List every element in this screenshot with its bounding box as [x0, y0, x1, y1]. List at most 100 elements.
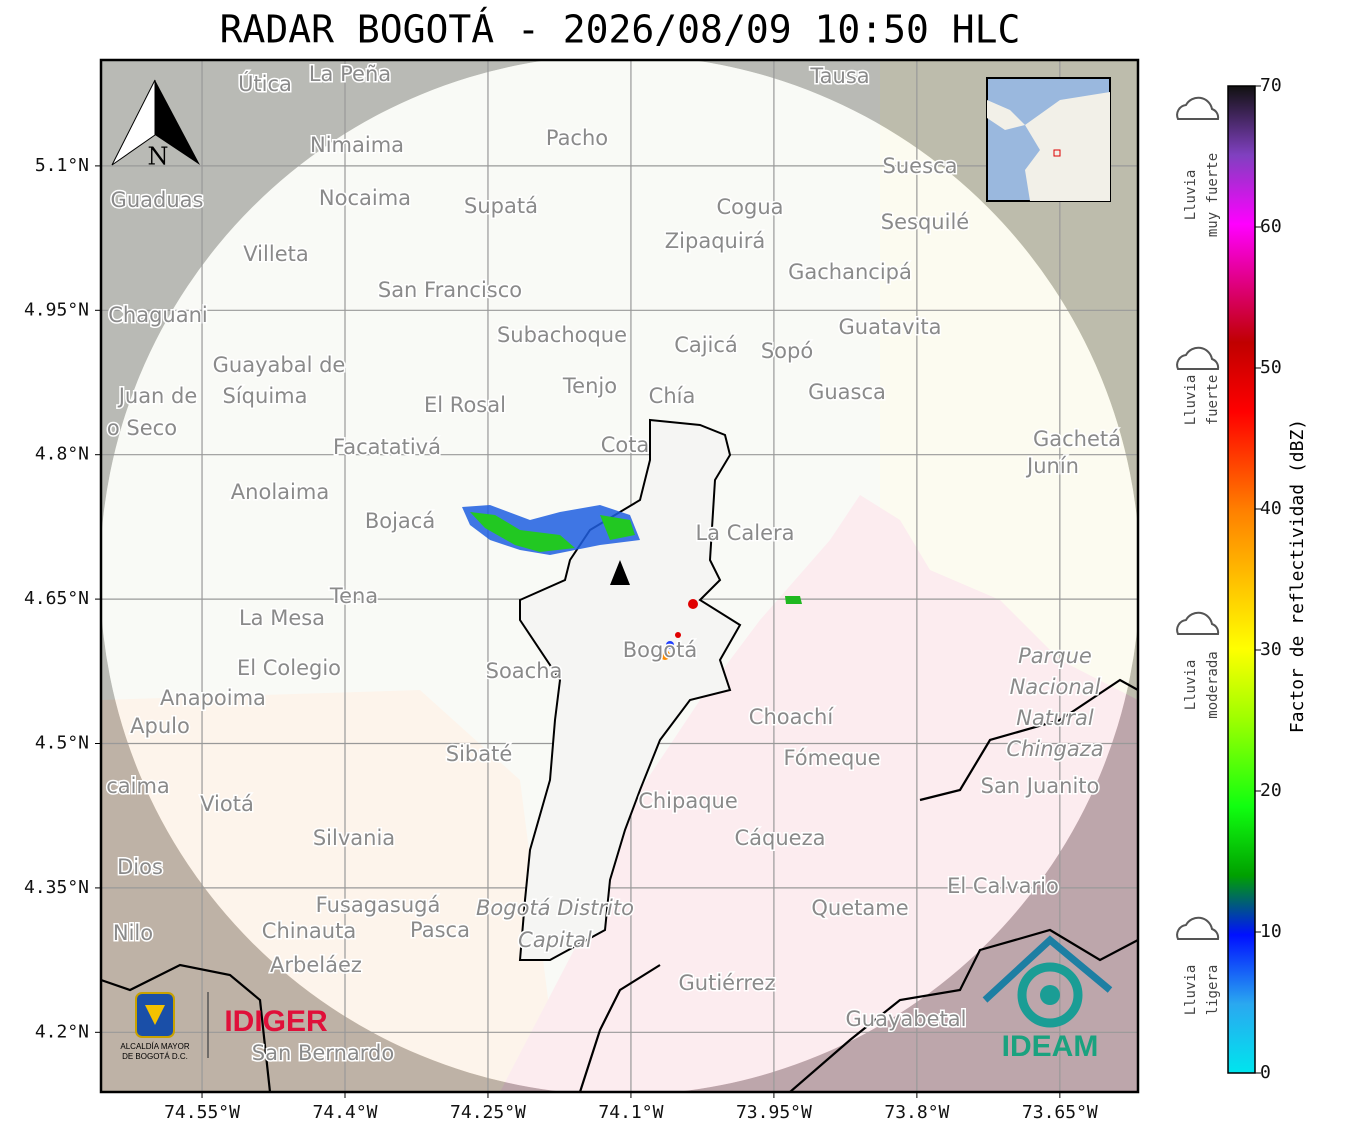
rain-category-label: Lluvia — [1183, 375, 1199, 426]
place-label: Apulo — [130, 714, 190, 738]
place-label: Chía — [649, 384, 696, 408]
radar-site — [610, 560, 630, 585]
x-tick-label: 74.55°W — [164, 1102, 240, 1123]
y-tick-label: 4.5°N — [35, 733, 89, 754]
park-label: Natural — [1016, 706, 1094, 730]
map-frame — [99, 58, 1140, 1094]
rain-category-label: muy fuerte — [1205, 153, 1221, 237]
radar-echoes — [462, 505, 802, 660]
y-tick-label: 5.1°N — [35, 155, 89, 176]
rain-category: Lluvia muy fuerte — [1176, 96, 1221, 237]
place-label: Cogua — [716, 195, 783, 219]
cloud-icon — [1176, 916, 1220, 940]
y-tick-label: 4.8°N — [35, 444, 89, 465]
place-label: Silvania — [313, 826, 395, 850]
x-tick-label: 73.65°W — [1022, 1102, 1098, 1123]
place-label: Fusagasugá — [316, 893, 441, 917]
place-label: Nilo — [113, 921, 153, 945]
north-label: N — [148, 143, 169, 171]
x-tick-label: 74.1°W — [598, 1102, 663, 1123]
place-label: Chinauta — [262, 919, 356, 943]
place-label: Gachetá — [1033, 427, 1121, 451]
colorbar-tick-label: 70 — [1260, 75, 1282, 96]
place-label: El Calvario — [947, 874, 1059, 898]
place-label: Subachoque — [497, 323, 627, 347]
rain-category-label: fuerte — [1205, 375, 1221, 426]
place-label: Cota — [601, 433, 650, 457]
rain-category-label: ligera — [1205, 965, 1221, 1016]
x-tick-label: 74.4°W — [312, 1102, 377, 1123]
place-label: Choachí — [749, 705, 835, 729]
bogota-district — [518, 418, 742, 961]
park-label: Parque — [1018, 644, 1092, 668]
place-label: San Bernardo — [252, 1041, 394, 1065]
rain-category: Lluvia moderada — [1176, 611, 1221, 719]
rain-category-label: Lluvia — [1183, 965, 1199, 1016]
place-label: Facatativá — [333, 435, 441, 459]
cloud-icon — [1176, 346, 1220, 370]
place-label: Anapoima — [160, 686, 266, 710]
place-label: caima — [106, 774, 170, 798]
place-label: La Peña — [309, 62, 391, 86]
colorbar-tick-label: 20 — [1260, 780, 1282, 801]
place-label: Cáqueza — [735, 826, 826, 850]
boundary — [101, 678, 1138, 1092]
place-label: o Seco — [107, 416, 177, 440]
place-label: El Colegio — [237, 656, 341, 680]
place-label: Tausa — [809, 64, 869, 88]
alcaldia-logo-line: ALCALDÍA MAYOR — [120, 1042, 189, 1051]
place-label: Tenjo — [562, 374, 617, 398]
place-label: Síquima — [223, 384, 308, 408]
place-label: Arbeláez — [270, 953, 362, 977]
x-tick-label: 73.95°W — [736, 1102, 812, 1123]
place-label: Supatá — [464, 194, 538, 218]
place-label: Sibaté — [446, 742, 513, 766]
alcaldia-logo-line: DE BOGOTÁ D.C. — [122, 1052, 188, 1061]
place-label: Sopó — [761, 339, 813, 363]
logos: ALCALDÍA MAYOR DE BOGOTÁ D.C. IDIGER IDE… — [120, 935, 1113, 1063]
place-label: Chipaque — [638, 789, 738, 813]
map: Útica La Peña Tausa Pacho Nimaima Guaduas Noca… — [101, 60, 1138, 1092]
place-label: Útica — [238, 71, 292, 96]
colorbar — [1227, 85, 1256, 1074]
place-label: Chaguani — [108, 303, 208, 327]
y-tick-label: 4.65°N — [24, 588, 89, 609]
place-label: Sesquilé — [881, 210, 969, 234]
place-label: Nocaima — [319, 186, 411, 210]
place-label: Anolaima — [231, 480, 329, 504]
rain-category: Lluvia ligera — [1176, 916, 1221, 1016]
place-label: Guasca — [808, 380, 886, 404]
place-label: Gutiérrez — [679, 971, 776, 995]
colorbar-tick-label: 30 — [1260, 639, 1282, 660]
y-tick-label: 4.35°N — [24, 877, 89, 898]
place-label: Juan de — [117, 384, 198, 408]
rain-category-label: Lluvia — [1183, 660, 1199, 711]
cloud-icon — [1176, 96, 1220, 120]
place-label: Guayabetal — [846, 1007, 967, 1031]
y-tick-label: 4.95°N — [24, 299, 89, 320]
place-label: Bogotá — [623, 638, 698, 662]
place-label: La Mesa — [239, 606, 325, 630]
rain-category-label: moderada — [1205, 651, 1221, 718]
rain-category: Lluvia fuerte — [1176, 346, 1221, 426]
colorbar-tick-label: 10 — [1260, 921, 1282, 942]
title: RADAR BOGOTÁ - 2026/08/09 10:50 HLC — [220, 8, 1021, 52]
place-label: San Francisco — [378, 278, 522, 302]
north-arrow: N — [111, 79, 200, 171]
place-label: Pacho — [546, 126, 608, 150]
place-label: Suesca — [883, 154, 958, 178]
place-label: La Calera — [695, 521, 794, 545]
x-tick-label: 74.25°W — [450, 1102, 526, 1123]
park-label: Chingaza — [1006, 737, 1103, 761]
rain-category-label: Lluvia — [1183, 170, 1199, 221]
place-label: Junín — [1025, 454, 1079, 478]
district-label: Bogotá Distrito — [476, 896, 634, 920]
y-tick-label: 4.2°N — [35, 1021, 89, 1042]
place-label: Quetame — [811, 896, 908, 920]
place-label: Bojacá — [365, 509, 435, 533]
x-tick-label: 73.8°W — [884, 1102, 949, 1123]
place-label: Fómeque — [783, 746, 880, 770]
colorbar-tick-label: 40 — [1260, 498, 1282, 519]
inset-map — [986, 77, 1111, 202]
district-label: Capital — [518, 928, 592, 952]
